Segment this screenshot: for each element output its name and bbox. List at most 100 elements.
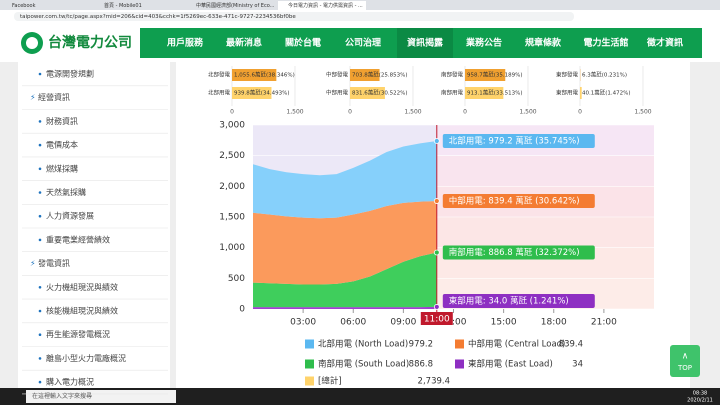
x-tick-label: 03:00 [290, 318, 316, 328]
tooltip: 中部用電: 839.4 萬瓩 (30.642%) [449, 196, 580, 207]
plot-bg-band [437, 156, 654, 187]
legend-label[interactable]: 北部用電 (North Load) [318, 339, 408, 350]
x-tick-label: 06:00 [340, 318, 366, 328]
mini-tick-label: 1,500 [634, 109, 651, 116]
sidebar-item[interactable]: 火力機組現況與績效 [46, 282, 118, 292]
sidebar-item[interactable]: 離島小型火力電廠概況 [46, 353, 126, 363]
url-text: taipower.com.tw/tc/page.aspx?mid=206&cid… [20, 14, 296, 20]
mini-value-label: 40.1萬瓩(1.472%) [582, 89, 631, 97]
x-tick-label: 09:00 [390, 318, 416, 328]
nav-item[interactable]: 電力生活館 [583, 37, 628, 49]
mini-value-label: 6.3萬瓩(0.231%) [582, 71, 627, 79]
mini-label: 南部用電 [441, 89, 464, 97]
section-icon: ⚡ [30, 93, 36, 102]
legend-value: 34 [572, 360, 583, 370]
x-tick-label: 15:00 [491, 318, 517, 328]
bullet [39, 381, 42, 384]
legend-label[interactable]: 中部用電 (Central Load) [468, 339, 565, 350]
nav-item[interactable]: 徵才資訊 [646, 37, 683, 49]
nav-item[interactable]: 公司治理 [345, 37, 381, 49]
legend-swatch [455, 360, 464, 369]
legend-label[interactable]: 南部用電 (South Load) [318, 359, 409, 370]
tooltip: 南部用電: 886.8 萬瓩 (32.372%) [449, 247, 580, 258]
sidebar-item[interactable]: 核能機組現況與績效 [46, 306, 118, 316]
bullet [39, 73, 42, 76]
logo-icon-inner [26, 37, 38, 49]
y-tick-label: 500 [228, 274, 245, 284]
y-tick-label: 2,000 [219, 182, 245, 192]
tab-title: 今日電力資訊 - 電力供需資訊 - ... [288, 2, 363, 9]
top-arrow: ∧ [682, 352, 689, 362]
mini-label: 東部用電 [556, 89, 579, 97]
top-button-label: TOP [677, 364, 692, 372]
nav-item[interactable]: 資訊揭露 [407, 37, 444, 49]
nav-item[interactable]: 規章條款 [525, 37, 562, 49]
bullet [39, 191, 42, 194]
cursor-point [434, 138, 439, 143]
sidebar-item[interactable]: 電價成本 [46, 140, 78, 150]
mini-tick-label: 0 [578, 109, 582, 116]
mini-label: 北部用電 [208, 89, 231, 97]
nav-item[interactable]: 最新消息 [226, 37, 262, 49]
tab-title: Facebook [12, 3, 36, 9]
legend-label[interactable]: 東部用電 (East Load) [468, 359, 553, 370]
legend-value: 979.2 [409, 340, 433, 350]
mini-label: 中部發電 [326, 71, 349, 79]
sidebar-item[interactable]: 再生能源發電概況 [46, 329, 110, 339]
sidebar-item[interactable]: 重要電業經營績效 [46, 234, 110, 244]
nav-item[interactable]: 用戶服務 [166, 37, 204, 49]
cursor-point [434, 250, 439, 255]
mini-value-label: 939.8萬瓩(34.493%) [234, 89, 290, 97]
mini-value-label: 1,055.6萬瓩(38.346%) [234, 71, 295, 79]
mini-label: 東部發電 [556, 71, 579, 79]
sidebar-item[interactable]: 燃煤採購 [46, 163, 78, 173]
mini-label: 中部用電 [326, 89, 349, 97]
clock-date: 2020/2/11 [687, 398, 713, 404]
mini-tick-label: 1,500 [519, 109, 536, 116]
bullet [39, 333, 42, 336]
tooltip: 東部用電: 34.0 萬瓩 (1.241%) [449, 296, 569, 307]
search-text: 在這裡輸入文字來搜尋 [32, 392, 92, 400]
bullet [39, 286, 42, 289]
mini-tick-label: 0 [463, 109, 467, 116]
nav-item[interactable]: 關於台電 [285, 37, 321, 49]
plot-bg-band [437, 217, 654, 248]
nav-item[interactable]: 業務公告 [465, 37, 502, 49]
bullet [39, 168, 42, 171]
sidebar-item[interactable]: 電源開發規劃 [46, 69, 94, 79]
legend-value: 839.4 [559, 340, 583, 350]
y-tick-label: 0 [239, 305, 245, 315]
mini-value-label: 913.1萬瓩(33.513%) [467, 89, 523, 97]
section-icon: ⚡ [30, 259, 36, 268]
bullet [39, 357, 42, 360]
sidebar-item[interactable]: 購入電力概況 [46, 377, 94, 387]
bullet [39, 310, 42, 313]
mini-value-label: 958.7萬瓩(35.189%) [467, 71, 523, 79]
y-tick-label: 2,500 [219, 151, 245, 161]
bullet [39, 144, 42, 147]
y-tick-label: 1,500 [219, 213, 245, 223]
sidebar-item[interactable]: 財務資訊 [46, 116, 78, 126]
bullet [39, 239, 42, 242]
cursor-point [434, 199, 439, 204]
mini-label: 南部發電 [441, 71, 464, 79]
sidebar-item[interactable]: 發電資訊 [38, 258, 70, 268]
cursor-label: 11:00 [424, 315, 450, 325]
bullet [39, 120, 42, 123]
legend-swatch [455, 340, 464, 349]
sidebar-item[interactable]: 天然氣採購 [46, 187, 86, 197]
mini-tick-label: 1,500 [404, 109, 421, 116]
bullet [39, 215, 42, 218]
legend-value: 886.8 [409, 360, 433, 370]
sidebar-item[interactable]: 人力資源發展 [46, 211, 94, 221]
y-tick-label: 3,000 [219, 121, 245, 131]
clock-time: 08:38 [693, 391, 707, 397]
mini-value-label: 831.6萬瓩(30.522%) [352, 89, 408, 97]
mini-tick-label: 0 [348, 109, 352, 116]
tab-title: 中華民國經濟部(Ministry of Eco... [196, 2, 275, 9]
sidebar-item[interactable]: 經營資訊 [38, 92, 70, 102]
mini-value-label: 703.8萬瓩(25.853%) [352, 71, 408, 79]
legend-swatch [305, 340, 314, 349]
tooltip: 北部用電: 979.2 萬瓩 (35.745%) [449, 135, 580, 146]
